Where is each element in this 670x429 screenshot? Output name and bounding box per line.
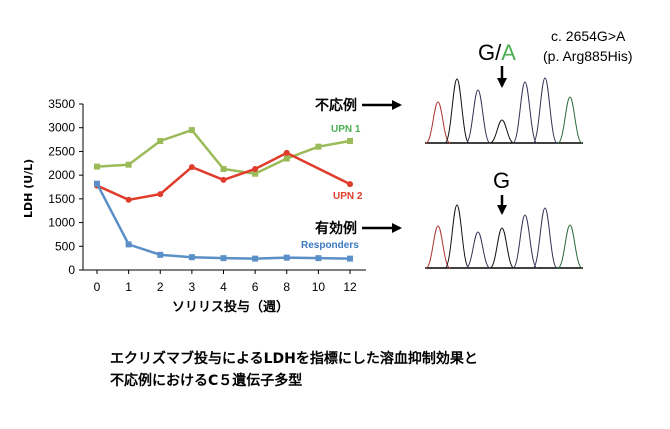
- chromatogram-peak: [425, 101, 451, 144]
- data-point: [125, 196, 132, 203]
- hom-genotype: G: [493, 168, 511, 193]
- chromatogram-peak: [444, 204, 470, 269]
- chromatogram-peak: [425, 225, 451, 269]
- data-point: [315, 255, 322, 262]
- x-tick-label: 12: [343, 280, 357, 294]
- data-point: [157, 251, 164, 258]
- y-tick-label: 3000: [48, 121, 75, 135]
- chromatogram-peak: [557, 224, 583, 269]
- responder-label: 有効例: [315, 221, 357, 237]
- data-point: [283, 149, 290, 156]
- protein-change-label: (p. Arg885His): [543, 48, 633, 64]
- chromatogram-peak: [489, 119, 515, 144]
- allele-a: A: [501, 40, 516, 65]
- y-tick-label: 1000: [48, 216, 75, 230]
- y-tick-label: 0: [68, 263, 75, 277]
- x-axis-label: ソリリス投与（週）: [172, 300, 290, 315]
- chromatogram-peak: [532, 77, 558, 144]
- chromatogram-peak: [489, 227, 515, 269]
- arrow-down-icon-head: [497, 78, 507, 88]
- y-tick-label: 500: [55, 239, 75, 253]
- y-tick-label: 1500: [48, 192, 75, 206]
- data-point: [157, 191, 164, 198]
- data-point: [252, 170, 259, 177]
- data-point: [125, 161, 132, 168]
- data-point: [315, 143, 322, 150]
- data-point: [220, 255, 227, 262]
- data-point: [252, 165, 259, 172]
- x-tick-label: 6: [252, 280, 259, 294]
- x-tick-label: 2: [157, 280, 164, 294]
- caption-line-1: エクリズマブ投与によるLDHを指標にした溶血抑制効果と: [110, 351, 478, 367]
- mutation-label: c. 2654G>A: [551, 28, 626, 44]
- chromatogram-peak: [532, 207, 558, 269]
- arrow-right-icon-head: [392, 100, 402, 110]
- nonresponder-label: 不応例: [315, 98, 357, 114]
- data-point: [347, 181, 353, 188]
- x-tick-label: 0: [94, 280, 101, 294]
- chromatogram-peak: [512, 81, 538, 144]
- y-tick-label: 2000: [48, 168, 75, 182]
- caption-line-2: 不応例におけるC５遺伝子多型: [110, 373, 303, 389]
- data-point: [347, 255, 353, 262]
- data-point: [94, 163, 100, 170]
- data-point: [188, 127, 195, 134]
- data-point: [94, 180, 100, 187]
- chromatogram-peak: [512, 214, 538, 269]
- data-point: [283, 254, 290, 261]
- arrow-down-icon-head: [497, 205, 507, 215]
- chromatogram-peak: [557, 96, 583, 144]
- y-tick-label: 2500: [48, 144, 75, 158]
- data-point: [220, 165, 227, 172]
- data-point: [283, 155, 290, 162]
- series-label-upn2: UPN 2: [333, 191, 363, 202]
- allele-g: G/: [478, 40, 502, 65]
- series-label-responders: Responders: [301, 240, 359, 251]
- chromatogram-responder: [425, 204, 583, 269]
- y-tick-label: 3500: [48, 97, 75, 111]
- data-point: [188, 254, 195, 261]
- data-point: [220, 176, 227, 183]
- chromatogram-peak: [444, 78, 470, 144]
- y-axis-label: LDH (U/L): [22, 158, 35, 218]
- x-tick-label: 10: [312, 280, 326, 294]
- x-tick-label: 1: [125, 280, 132, 294]
- data-point: [157, 137, 164, 144]
- data-point: [347, 137, 353, 144]
- series-label-upn1: UPN 1: [331, 124, 361, 135]
- chromatogram-nonresponder: [425, 77, 583, 144]
- x-tick-label: 3: [189, 280, 196, 294]
- series-line-upn2: [96, 151, 351, 202]
- data-point: [252, 255, 259, 262]
- chromatogram-peak: [465, 89, 491, 144]
- x-tick-label: 4: [220, 280, 227, 294]
- data-point: [125, 241, 132, 248]
- data-point: [188, 164, 195, 171]
- chromatogram-peak: [465, 231, 491, 269]
- x-tick-label: 8: [283, 280, 290, 294]
- het-genotype: G/A: [478, 40, 516, 66]
- arrow-right-icon-head: [392, 223, 402, 233]
